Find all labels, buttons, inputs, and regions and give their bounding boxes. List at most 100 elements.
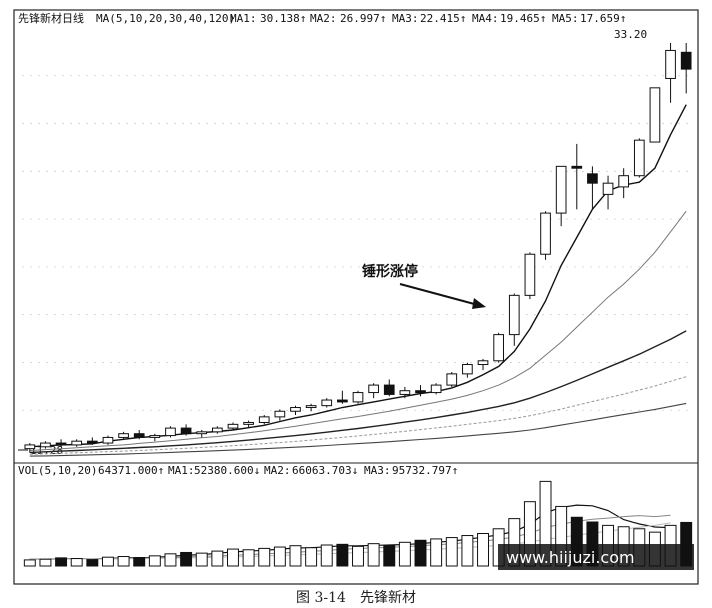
candle-body-up [305,405,317,409]
volume-bar-up [195,552,208,567]
candle [383,379,395,397]
candle-body-up [649,87,661,143]
candle [321,398,333,408]
ma2-value: 26.997↑ [340,12,386,25]
ma3-label: MA3: [392,12,419,25]
candle-body-up [462,364,473,375]
candle-body-up [368,384,379,394]
volume-bar-down [383,545,396,567]
candle-body-down [587,173,598,184]
candle-body-up [555,165,567,214]
candle-body-down [571,165,583,169]
candle-body-up [524,253,536,296]
annotation-arrow-line [399,283,479,306]
volume-bar-down [86,559,99,567]
candle [86,437,98,445]
candle [196,429,208,438]
volume-bar-up [320,544,333,567]
candle [118,431,129,440]
candle-body-down [680,51,692,70]
volume-bar-up [101,556,114,567]
candle-body-down [180,427,192,435]
candle [305,403,317,412]
candle-body-up [290,407,301,412]
candle [602,175,614,210]
price-candles [24,42,692,453]
vol-ma3-label: MA3: [364,464,391,477]
candle-body-up [118,433,129,438]
volume-bar-down [133,557,146,567]
volume-bar-up [461,535,474,567]
candle-body-up [196,431,208,435]
candle-body-up [24,444,36,450]
candle-body-up [40,442,51,448]
price-ma-line-ma3 [29,330,687,454]
candle-body-up [321,399,333,407]
candle-body-down [133,433,145,438]
candle [649,87,661,143]
volume-bar-up [258,547,271,567]
candle [555,165,567,227]
volume-bar-up [117,556,130,567]
candle-body-up [477,360,489,366]
vol-value: 64371.000↑ [98,464,164,477]
candle [430,383,442,395]
candle [102,435,114,445]
candle-body-up [618,175,630,188]
candle [368,383,379,399]
volume-bar-up [367,543,380,567]
candle-body-up [665,49,676,79]
candle-body-up [243,421,254,425]
candle-body-up [149,435,161,438]
vol-ma1-value: 52380.600↓ [194,464,260,477]
price-ma-line-ma2 [29,210,687,451]
vol-ma3-value: 95732.797↑ [392,464,458,477]
price-grid [22,75,694,411]
ma5-value: 17.659↑ [580,12,626,25]
vol-ma2-label: MA2: [264,464,291,477]
candle [633,138,645,178]
ma4-value: 19.465↑ [500,12,546,25]
candle-body-up [212,427,223,433]
volume-bar-down [180,551,193,567]
candle-body-up [446,373,458,386]
volume-bar-up [305,547,318,567]
candle-body-down [55,442,67,446]
candle [227,422,239,430]
vol-title: VOL(5,10,20) [18,464,97,477]
ma1-label: MA1: [230,12,257,25]
candle-body-down [337,399,348,403]
figure-caption: 图 3-14 先锋新材 [296,590,416,606]
ma4-label: MA4: [472,12,499,25]
volume-bar-up [148,555,161,567]
candle [290,405,301,415]
price-ma-line-ma4 [29,376,687,455]
candle-body-down [383,384,395,395]
candle-body-down [415,390,426,394]
vol-ma2-value: 66063.703↓ [292,464,358,477]
candle [399,386,411,399]
candle [493,332,504,363]
candle [165,426,176,438]
volume-bar-up [289,545,302,567]
candle-body-up [430,384,442,394]
volume-bar-up [242,549,255,567]
candle [274,409,286,421]
volume-bar-up [227,548,239,567]
candle [71,439,83,447]
candle [524,252,536,300]
candle-body-up [508,294,520,336]
candle [133,429,145,440]
candle-body-up [102,436,114,444]
candle [212,426,223,434]
candle [571,143,583,210]
candle [618,168,630,199]
candle-body-up [274,410,286,418]
candle [587,166,598,210]
volume-bar-up [23,559,36,567]
candle-body-up [165,427,176,437]
candle [508,293,520,346]
candle-body-up [602,182,614,195]
